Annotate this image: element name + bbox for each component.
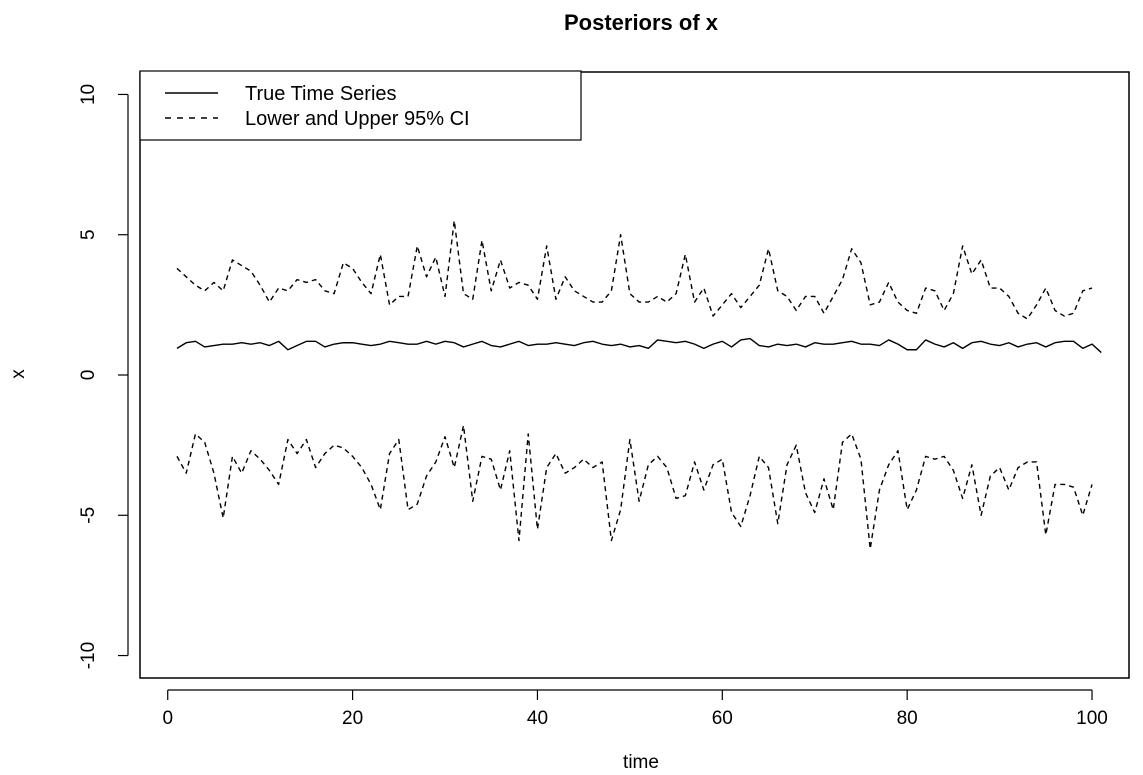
x-tick-label: 0 xyxy=(162,708,173,729)
series-line-1 xyxy=(176,219,1093,320)
legend: True Time Series Lower and Upper 95% CI xyxy=(139,70,582,141)
y-tick-label: 5 xyxy=(78,229,99,240)
y-tick-label: 10 xyxy=(78,84,99,105)
series-line-2 xyxy=(176,424,1093,550)
x-tick-label: 40 xyxy=(527,708,548,729)
y-tick-label: -10 xyxy=(78,642,99,669)
chart-title: Posteriors of x xyxy=(564,10,719,35)
legend-label-ci: Lower and Upper 95% CI xyxy=(245,108,470,130)
plot-frame xyxy=(139,71,1130,679)
x-tick-label: 60 xyxy=(712,708,733,729)
x-tick-label: 100 xyxy=(1076,708,1108,729)
y-axis-label: x xyxy=(8,369,29,379)
y-tick-label: 0 xyxy=(78,370,99,381)
legend-box xyxy=(139,70,582,141)
series-layer xyxy=(176,219,1102,550)
axes: 0 20 40 60 80 100 -10 -5 0 5 10 xyxy=(78,84,1108,729)
series-line-0 xyxy=(176,337,1102,354)
y-tick-label: -5 xyxy=(78,507,99,524)
x-tick-label: 80 xyxy=(897,708,918,729)
x-axis-label: time xyxy=(623,752,659,773)
x-tick-label: 20 xyxy=(342,708,363,729)
legend-label-true-series: True Time Series xyxy=(245,83,397,105)
